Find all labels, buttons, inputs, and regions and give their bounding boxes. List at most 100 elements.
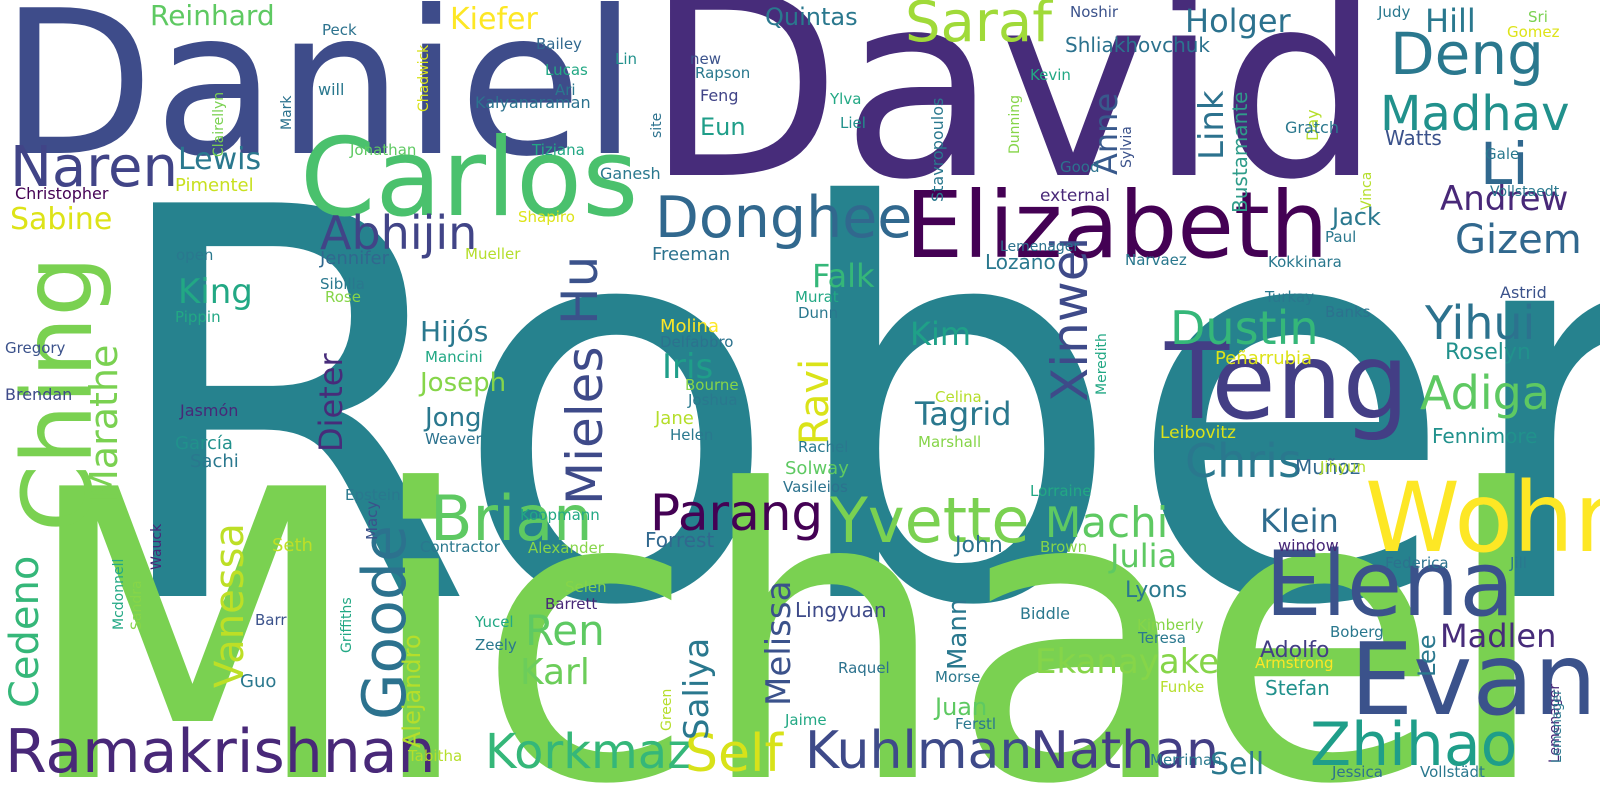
word-shapiro: Shapiro (518, 208, 575, 226)
word-peck: Peck (322, 21, 357, 39)
word-freeman: Freeman (652, 244, 731, 265)
word-teng: Teng (1165, 321, 1410, 443)
word-wohn: Wohn (1365, 462, 1600, 574)
word-ekanayake: Ekanayake (1035, 642, 1220, 682)
word-federica: Federica (1385, 554, 1449, 572)
word-zhihao: Zhihao (1310, 710, 1518, 780)
word-vollstaedt: Vollstaedt (1490, 184, 1560, 200)
word-yvette: Yvette (830, 484, 1030, 557)
word-good: Good (1060, 158, 1100, 176)
word-joseph: Joseph (420, 368, 507, 398)
word-hijos: Hijós (420, 315, 489, 348)
word-melissa: Melissa (759, 580, 799, 706)
word-seth: Seth (272, 535, 313, 556)
word-wauck: Wauck (149, 523, 165, 570)
word-karl: Karl (520, 652, 590, 693)
word-gale: Gale (1485, 145, 1520, 163)
word-david: David (645, 0, 1382, 236)
word-weaver: Weaver (425, 430, 482, 448)
word-barr: Barr (255, 611, 287, 629)
word-barrett: Barrett (545, 595, 598, 613)
word-vanessa: Vanessa (207, 523, 253, 688)
word-solway: Solway (785, 458, 849, 479)
word-rachel: Rachel (798, 438, 849, 456)
word-self: Self (685, 724, 783, 784)
word-lin: Lin (615, 50, 638, 68)
word-mancini: Mancini (425, 348, 483, 366)
word-mieles: Mieles (556, 346, 614, 506)
word-jennifer: Jennifer (320, 248, 390, 269)
word-adiga: Adiga (1420, 366, 1551, 420)
word-link: Link (1192, 90, 1232, 160)
word-bustamante: Bustamante (1228, 91, 1252, 213)
word-falk: Falk (812, 257, 875, 295)
word-window: window (1278, 536, 1339, 555)
word-delfabbro: Delfabbro (660, 333, 734, 351)
word-koopmann: Koopmann (520, 506, 600, 524)
word-jonathan: Jonathan (350, 141, 417, 159)
word-site: site (649, 112, 665, 138)
word-ylva: Ylva (830, 90, 862, 108)
word-robert: Robert (100, 96, 1600, 724)
word-chris: Chris (1185, 434, 1302, 488)
word-lewis: Lewis (178, 142, 262, 177)
word-rose: Rose (325, 288, 361, 306)
word-lucas: Lucas (545, 61, 588, 79)
word-watts: Watts (1385, 126, 1442, 150)
word-tiziana: Tiziana (532, 141, 585, 159)
word-mueller: Mueller (465, 245, 521, 263)
word-open: open (176, 246, 214, 264)
word-cedeno: Cedeno (2, 555, 48, 708)
word-murat: Murat (795, 288, 839, 306)
word-alejandro: Alejandro (398, 634, 426, 748)
word-kiefer: Kiefer (450, 2, 538, 37)
word-griffiths: Griffiths (339, 597, 355, 653)
word-sylvia: Sylvia (1119, 126, 1135, 168)
word-zeely: Zeely (475, 636, 517, 654)
word-roselyn: Roselyn (1445, 340, 1531, 365)
word-astrid: Astrid (1500, 283, 1547, 302)
word-christopher: Christopher (15, 184, 109, 203)
word-sri: Sri (1528, 8, 1548, 26)
word-ferstl: Ferstl (955, 715, 997, 733)
word-judy: Judy (1378, 3, 1411, 21)
word-marshall: Marshall (918, 433, 982, 451)
word-joshua: Joshua (688, 391, 738, 409)
word-external: external (1040, 186, 1110, 206)
word-green: Green (659, 688, 675, 731)
word-narvaez: Narvaez (1125, 251, 1187, 269)
word-parang: Parang (650, 484, 824, 542)
word-lee: Lee (1413, 634, 1441, 677)
word-morse: Morse (935, 668, 981, 686)
word-abhijin: Abhijin (320, 206, 478, 260)
word-jessica: Jessica (1332, 763, 1383, 781)
word-hill: Hill (1425, 2, 1476, 40)
word-boberg: Boberg (1330, 623, 1384, 641)
word-lemenager: Lemenager (1550, 689, 1565, 763)
word-gregory: Gregory (5, 339, 66, 357)
word-leibovitz: Leibovitz (1160, 423, 1236, 443)
word-bailey: Bailey (536, 35, 582, 53)
word-noshir: Noshir (1070, 3, 1119, 21)
word-clairellyn: Clairellyn (211, 91, 227, 157)
word-sabine: Sabine (10, 202, 113, 237)
word-jihyun: Jihyun (1320, 458, 1366, 476)
word-juan: Juan (935, 693, 988, 721)
word-armstrong: Armstrong (1255, 654, 1334, 672)
word-kimberly: Kimberly (1137, 616, 1204, 634)
word-gomez: Gomez (1507, 23, 1560, 41)
word-quintas: Quintas (765, 3, 858, 31)
word-brendan: Brendan (5, 385, 73, 404)
word-banks: Banks (1325, 303, 1371, 321)
word-john: John (955, 533, 1003, 558)
word-ganesh: Ganesh (600, 164, 661, 183)
word-jill: Jill (1510, 554, 1527, 572)
word-turkay: Turkay (1265, 288, 1315, 306)
word-elizabeth: Elizabeth (905, 172, 1329, 279)
word-jaime: Jaime (785, 711, 827, 729)
word-eun: Eun (700, 113, 746, 141)
word-donghee: Donghee (655, 185, 913, 251)
word-chadwick: Chadwick (416, 44, 432, 112)
word-biddle: Biddle (1020, 604, 1071, 623)
word-jane: Jane (655, 408, 694, 429)
